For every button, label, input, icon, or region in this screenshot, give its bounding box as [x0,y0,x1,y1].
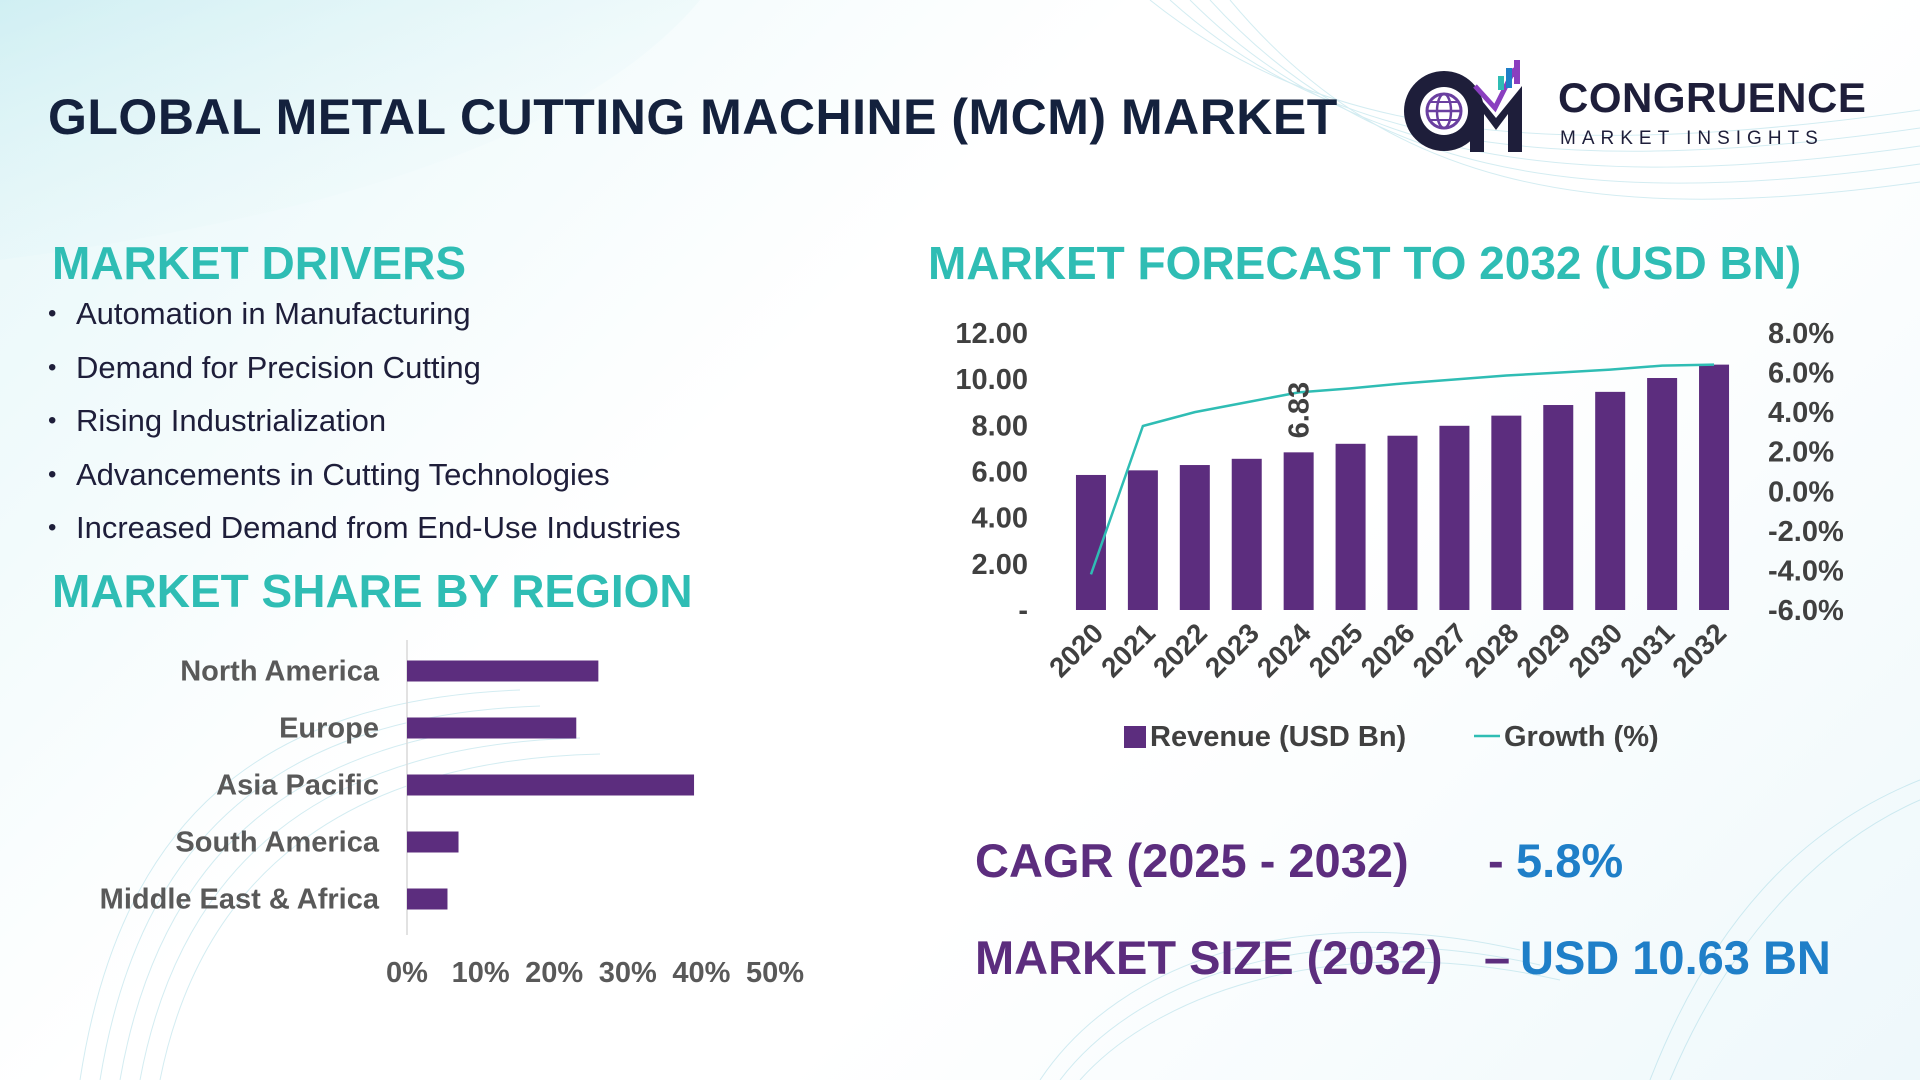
bullet-icon: • [48,514,57,541]
y-left-tick-label: - [1018,595,1028,627]
y-left-tick-label: 4.00 [972,503,1028,535]
revenue-bar [1595,391,1626,610]
market-size-label: MARKET SIZE (2032) [975,931,1443,984]
category-label: North America [180,656,380,688]
legend-bar-swatch [1124,726,1146,748]
list-item: • Rising Industrialization [48,403,681,457]
x-tick-label: 2026 [1355,617,1421,683]
revenue-bar [1439,425,1470,610]
revenue-bar [1127,470,1158,610]
region-bar [407,888,448,910]
driver-text: Automation in Manufacturing [76,296,471,331]
forecast-title: MARKET FORECAST TO 2032 (USD BN) [928,237,1802,289]
growth-line [1089,363,1715,575]
x-tick-label: 2032 [1666,617,1732,683]
revenue-bar [1491,415,1522,610]
category-label: Europe [279,713,379,745]
x-tick-label: 30% [599,957,657,989]
x-tick-label: 2031 [1614,617,1680,683]
market-size-separator: – [1484,931,1511,984]
x-tick-label: 2028 [1459,617,1525,683]
y-right-tick-label: -6.0% [1768,595,1844,627]
revenue-bar [1335,443,1366,610]
x-tick-label: 0% [386,957,428,989]
x-tick-label: 2023 [1199,617,1265,683]
x-tick-label: 2020 [1043,617,1109,683]
driver-text: Advancements in Cutting Technologies [76,456,610,492]
list-item: • Demand for Precision Cutting [48,350,681,404]
bullet-icon: • [48,300,57,327]
x-tick-label: 10% [452,957,510,989]
y-right-tick-label: 0.0% [1768,476,1834,508]
y-left-tick-label: 12.00 [955,318,1028,350]
x-tick-label: 2021 [1095,617,1161,683]
x-tick-label: 2024 [1251,617,1317,683]
x-tick-label: 2022 [1147,617,1213,683]
x-tick-label: 2030 [1562,617,1628,683]
legend-label: Growth (%) [1504,721,1659,753]
revenue-bar [1179,465,1210,610]
y-left-tick-label: 8.00 [972,410,1028,442]
logo-name: CONGRUENCE [1558,74,1867,121]
drivers-list: • Automation in Manufacturing • Demand for… [48,296,681,564]
x-tick-label: 2027 [1407,617,1473,683]
market-size-value: USD 10.63 BN [1520,931,1831,984]
category-label: South America [175,827,379,859]
bullet-icon: • [48,353,57,381]
revenue-bar [1387,435,1418,610]
revenue-bar [1283,452,1314,610]
category-label: Middle East & Africa [100,884,380,916]
y-right-tick-label: -4.0% [1768,555,1844,587]
driver-text: Demand for Precision Cutting [76,349,481,385]
revenue-bar [1231,458,1262,610]
revenue-bar [1647,378,1678,610]
bullet-icon: • [48,407,57,434]
bullet-icon: • [48,460,57,488]
data-label: 6.83 [1284,382,1316,438]
driver-text: Rising Industrialization [76,403,387,438]
region-bar [407,774,695,796]
x-tick-label: 40% [672,957,730,989]
y-left-tick-label: 6.00 [972,457,1028,489]
y-right-tick-label: 6.0% [1768,358,1834,390]
region-bar [407,660,599,682]
x-tick-label: 2029 [1511,617,1577,683]
list-item: • Automation in Manufacturing [48,296,681,350]
region-share-chart: North America Europe Asia Pacific South Ame… [100,640,804,989]
x-tick-label: 20% [525,957,583,989]
x-tick-label: 50% [746,957,804,989]
list-item: • Increased Demand from End-Use Industrie… [48,510,681,564]
category-label: Asia Pacific [216,770,379,802]
page-title: GLOBAL METAL CUTTING MACHINE (MCM) MARKE… [48,89,1338,145]
company-logo: CONGRUENCE MARKET INSIGHTS [1400,56,1870,156]
revenue-bar [1699,364,1730,610]
globe-growth-logo-icon [1404,60,1522,152]
y-left-tick-label: 10.00 [955,364,1028,396]
logo-tagline: MARKET INSIGHTS [1560,128,1824,149]
cagr-value: 5.8% [1516,834,1624,887]
cagr-label: CAGR (2025 - 2032) [975,834,1409,887]
region-bar [407,831,459,853]
y-right-tick-label: -2.0% [1768,516,1844,548]
y-right-tick-label: 8.0% [1768,318,1834,350]
y-left-tick-label: 2.00 [972,549,1028,581]
region-bar [407,717,577,739]
revenue-bar [1543,405,1574,610]
x-tick-label: 2025 [1303,617,1369,683]
driver-text: Increased Demand from End-Use Industries [76,510,681,545]
drivers-title: MARKET DRIVERS [52,237,467,289]
share-title: MARKET SHARE BY REGION [52,565,693,617]
y-right-tick-label: 4.0% [1768,397,1834,429]
list-item: • Advancements in Cutting Technologies [48,457,681,511]
legend-label: Revenue (USD Bn) [1150,721,1406,753]
cagr-separator: - [1488,834,1504,887]
forecast-chart: - 2.00 4.00 6.00 8.00 10.00 12.00 -6.0% -4.0% -2.… [955,318,1844,753]
y-right-tick-label: 2.0% [1768,437,1834,469]
